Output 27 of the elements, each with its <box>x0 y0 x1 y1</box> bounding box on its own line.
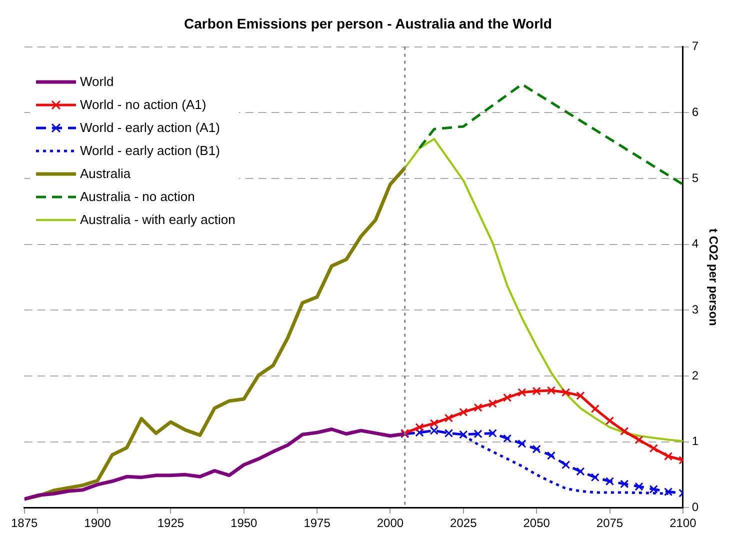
y-tick-label: 5 <box>692 170 699 185</box>
y-tick-label: 6 <box>692 104 699 119</box>
y-axis-title: t CO2 per person <box>706 228 720 326</box>
legend-label: World - early action (B1) <box>80 143 220 158</box>
x-tick-label: 1975 <box>304 516 331 530</box>
y-tick-label: 0 <box>692 500 699 514</box>
y-tick-label: 2 <box>692 368 699 382</box>
x-tick-label: 2100 <box>670 516 697 530</box>
legend-label: Australia <box>80 166 131 181</box>
x-tick-label: 1925 <box>157 516 184 530</box>
y-tick-label: 7 <box>692 39 699 54</box>
x-tick-label: 2000 <box>376 516 404 530</box>
x-tick-label: 2025 <box>450 516 478 530</box>
x-tick-label: 1900 <box>84 516 112 530</box>
x-tick-label: 1875 <box>10 516 38 530</box>
x-tick-label: 2075 <box>596 516 624 530</box>
legend-label: Australia - no action <box>80 189 195 204</box>
x-tick-label: 2050 <box>523 516 550 530</box>
legend-label: World - early action (A1) <box>80 120 220 135</box>
chart-title: Carbon Emissions per person - Australia and the World <box>184 15 552 32</box>
y-tick-label: 3 <box>692 302 699 316</box>
legend-label: World <box>80 74 114 89</box>
legend-label: World - no action (A1) <box>80 97 206 112</box>
y-tick-label: 4 <box>692 236 699 251</box>
x-tick-label: 1950 <box>230 516 258 530</box>
legend-label: Australia - with early action <box>80 212 236 227</box>
y-tick-label: 1 <box>692 434 699 448</box>
